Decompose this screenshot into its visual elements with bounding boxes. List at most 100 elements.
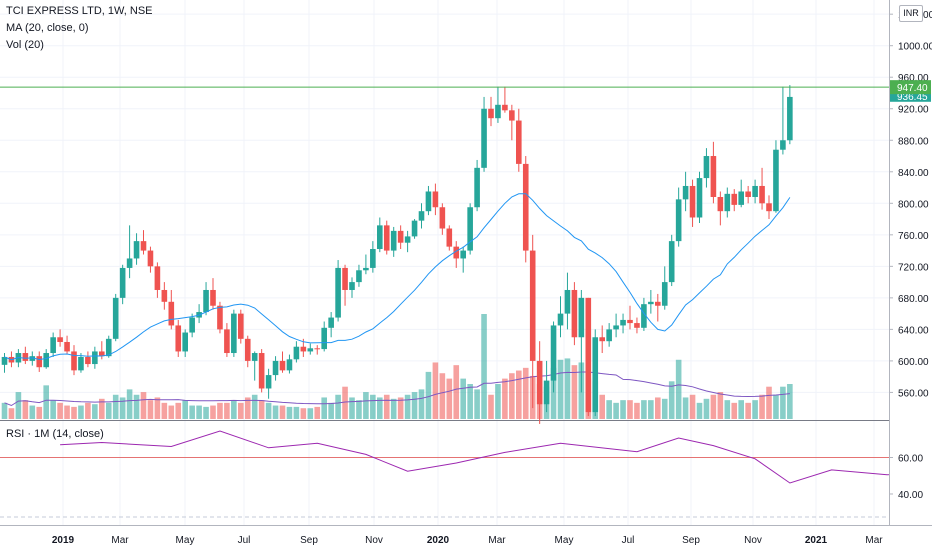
candle-body <box>696 178 703 218</box>
candle-body <box>272 360 279 376</box>
candle-body <box>578 297 585 338</box>
volume-bar <box>634 402 640 419</box>
volume-bar <box>397 397 404 419</box>
candle-body <box>154 266 161 290</box>
candle-body <box>251 353 258 361</box>
volume-bar <box>717 392 724 419</box>
volume-bar <box>50 400 56 419</box>
volume-bar <box>203 406 209 419</box>
volume-bar <box>112 394 119 419</box>
volume-indicator-label[interactable]: Vol (20) <box>6 39 44 51</box>
volume-bar <box>620 400 626 419</box>
volume-bar <box>780 386 786 419</box>
volume-bar <box>404 394 411 419</box>
candle-body <box>425 191 432 212</box>
volume-bar <box>731 402 738 419</box>
volume-bar <box>224 402 230 419</box>
volume-bar <box>99 398 105 419</box>
price-tick-label: 680.00 <box>898 294 929 305</box>
grid-lines <box>0 0 932 525</box>
volume-bar <box>439 373 446 419</box>
volume-bar <box>272 405 279 419</box>
price-tick-label: 600.00 <box>898 357 929 368</box>
time-tick-label: Jul <box>238 535 251 546</box>
candle-body <box>85 356 91 365</box>
candle-body <box>661 282 668 306</box>
candle-body <box>238 313 244 339</box>
volume-bar <box>168 405 175 419</box>
volume-bar <box>196 405 202 419</box>
volume-bar <box>154 397 161 419</box>
volume-bar <box>217 402 223 419</box>
volume-bar <box>370 394 376 419</box>
candle-body <box>328 317 334 328</box>
volume-bar <box>342 386 348 419</box>
volume-bar <box>383 394 390 419</box>
volume-bar <box>210 405 216 419</box>
volume-bar <box>105 402 112 419</box>
volume-bar <box>22 400 29 419</box>
candle-body <box>460 250 466 259</box>
price-tick-label: 920.00 <box>898 105 929 116</box>
candle-body <box>509 110 515 121</box>
candle-body <box>620 319 626 326</box>
candle-body <box>599 337 605 342</box>
candle-body <box>314 348 321 350</box>
candle-body <box>119 267 126 298</box>
volume-bar <box>641 400 647 419</box>
candle-body <box>474 167 480 208</box>
volume-bar <box>710 394 717 419</box>
volume-bar <box>495 384 501 419</box>
volume-bar <box>126 389 133 419</box>
candle-body <box>571 289 578 338</box>
candle-body <box>418 211 425 221</box>
ma-indicator-label[interactable]: MA (20, close, 0) <box>6 22 89 34</box>
candle-body <box>759 185 765 204</box>
volume-bar <box>655 397 661 419</box>
volume-bar <box>133 394 140 419</box>
candle-body <box>203 289 209 313</box>
candle-body <box>370 249 376 268</box>
candle-body <box>321 327 327 350</box>
candle-body <box>529 250 536 361</box>
volume-bar <box>85 402 91 419</box>
candle-body <box>168 301 175 326</box>
candle-body <box>488 108 494 119</box>
current-price-tag <box>890 80 931 95</box>
volume-bar <box>571 365 578 419</box>
volume-bar <box>238 402 244 419</box>
volume-bar <box>147 400 154 419</box>
volume-ma-line <box>4 371 790 407</box>
volume-bar <box>293 406 300 419</box>
volume-bar <box>474 389 480 419</box>
candle-body <box>675 199 682 242</box>
candle-body <box>126 258 133 268</box>
rsi-indicator-label[interactable]: RSI · 1M (14, close) <box>6 428 104 440</box>
candle-body <box>606 329 612 342</box>
rsi-tick-label: 40.00 <box>898 490 923 501</box>
volume-bar <box>92 404 98 419</box>
candle-body <box>71 351 77 371</box>
candle-body <box>481 108 487 168</box>
candle-body <box>738 191 744 205</box>
volume-bar <box>182 400 188 419</box>
candle-body <box>717 196 724 212</box>
candle-body <box>363 267 369 271</box>
candle-body <box>397 230 404 243</box>
volume-bar <box>773 394 779 419</box>
candle-body <box>383 225 390 251</box>
candle-body <box>773 149 779 212</box>
volume-bar <box>675 359 682 419</box>
price-tick-label: 880.00 <box>898 136 929 147</box>
candle-body <box>147 250 154 267</box>
volume-bar <box>689 394 696 419</box>
candle-body <box>22 353 29 361</box>
volume-bar <box>682 397 689 419</box>
candle-body <box>112 297 119 339</box>
volume-ma-path <box>4 371 790 407</box>
candle-body <box>564 289 571 314</box>
candle-body <box>356 270 362 283</box>
volume-bar <box>425 371 432 419</box>
currency-badge[interactable]: INR <box>899 5 923 22</box>
